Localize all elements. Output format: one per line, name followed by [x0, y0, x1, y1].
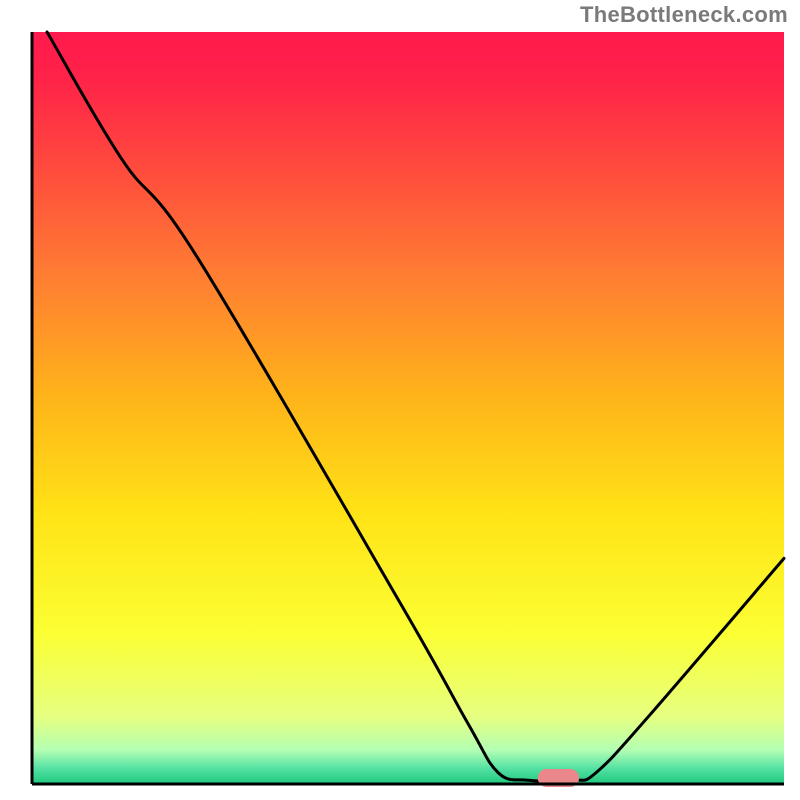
chart-svg: [0, 0, 800, 800]
chart-root: TheBottleneck.com: [0, 0, 800, 800]
gradient-background: [32, 32, 784, 784]
